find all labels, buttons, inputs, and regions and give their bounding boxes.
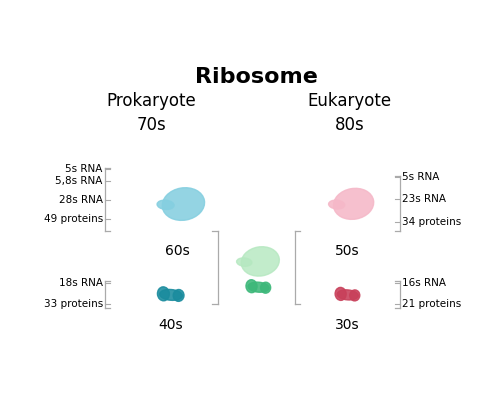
Ellipse shape [160,289,182,300]
Ellipse shape [236,258,252,266]
Text: 5,8s RNA: 5,8s RNA [56,176,103,186]
Text: 30s: 30s [336,318,360,332]
Text: 60s: 60s [165,244,190,258]
Text: 34 proteins: 34 proteins [402,217,461,227]
Text: 40s: 40s [158,318,184,332]
Ellipse shape [157,200,174,209]
Ellipse shape [241,247,280,276]
Ellipse shape [162,188,204,220]
Ellipse shape [334,188,374,219]
Ellipse shape [337,290,358,300]
Text: 5s RNA: 5s RNA [66,164,103,174]
Ellipse shape [350,290,360,301]
Text: 21 proteins: 21 proteins [402,299,461,309]
Text: 50s: 50s [336,244,360,258]
Text: 5s RNA: 5s RNA [402,172,440,182]
Ellipse shape [246,280,257,293]
Text: Eukaryote
80s: Eukaryote 80s [307,93,392,134]
Text: 49 proteins: 49 proteins [44,214,103,224]
Text: 18s RNA: 18s RNA [59,278,103,288]
Ellipse shape [173,289,184,301]
Ellipse shape [248,282,269,292]
Ellipse shape [158,287,170,301]
Text: Prokaryote
70s: Prokaryote 70s [107,93,196,134]
Ellipse shape [260,282,270,293]
Ellipse shape [335,287,346,300]
Text: 33 proteins: 33 proteins [44,299,103,309]
Ellipse shape [328,200,344,209]
Text: 23s RNA: 23s RNA [402,194,446,204]
Text: Ribosome: Ribosome [195,67,318,87]
Text: 28s RNA: 28s RNA [59,195,103,205]
Text: 16s RNA: 16s RNA [402,278,446,288]
